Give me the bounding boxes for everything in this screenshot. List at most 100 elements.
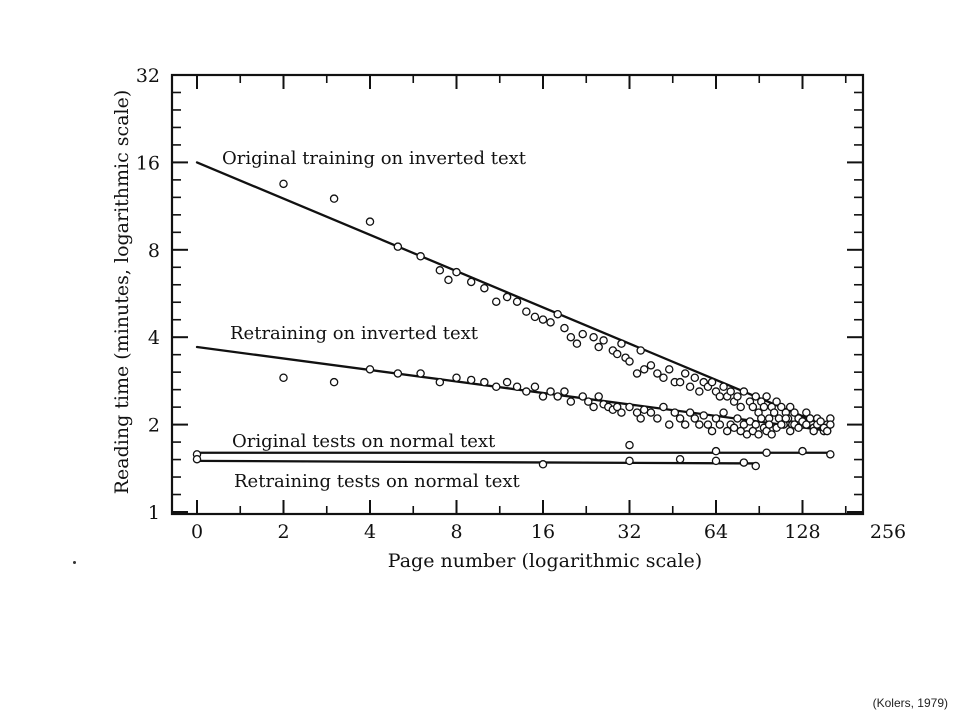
data-point xyxy=(739,387,749,396)
data-point xyxy=(816,417,825,426)
data-point xyxy=(365,217,375,226)
data-point xyxy=(802,408,811,417)
y-tick-label: 4 xyxy=(148,327,160,349)
data-point xyxy=(612,402,622,412)
data-point xyxy=(522,307,531,316)
data-point xyxy=(805,414,815,423)
data-point xyxy=(751,392,760,401)
data-point xyxy=(785,402,795,412)
data-point xyxy=(512,297,522,306)
data-point xyxy=(578,329,587,339)
data-point xyxy=(329,377,339,387)
data-point xyxy=(538,392,548,401)
data-point xyxy=(625,402,634,412)
data-point xyxy=(435,377,445,387)
fit-line xyxy=(195,459,757,465)
data-point xyxy=(617,339,626,348)
data-point xyxy=(736,426,745,436)
x-tick-labels: 0 2 4 8 16 32 64 128 256 xyxy=(191,521,906,543)
y-tick-label: 1 xyxy=(148,502,160,524)
series-label: Original tests on normal text xyxy=(232,431,496,452)
data-point xyxy=(530,382,540,392)
data-point xyxy=(444,275,453,285)
data-point xyxy=(802,420,811,429)
data-point xyxy=(625,456,634,466)
plot-frame xyxy=(170,73,865,516)
data-point xyxy=(794,423,803,433)
x-axis-title: Page number (logarithmic scale) xyxy=(388,550,702,572)
data-point xyxy=(822,426,832,436)
data-point xyxy=(584,397,593,406)
data-point xyxy=(733,392,742,401)
data-points xyxy=(192,179,835,471)
data-point xyxy=(798,446,807,456)
data-point xyxy=(639,365,649,374)
data-point xyxy=(566,332,576,342)
series-label: Retraining on inverted text xyxy=(230,323,479,344)
data-point xyxy=(560,323,569,333)
data-point xyxy=(279,179,288,189)
x-tick-label: 128 xyxy=(784,521,820,543)
data-point xyxy=(719,382,728,392)
data-point xyxy=(632,369,642,378)
data-point xyxy=(772,397,781,406)
data-point xyxy=(538,315,548,324)
data-point xyxy=(491,297,501,306)
data-point xyxy=(767,430,776,439)
x-tick-label: 0 xyxy=(191,521,203,543)
data-point xyxy=(553,309,562,319)
data-point xyxy=(711,446,721,456)
y-tick-label: 32 xyxy=(136,65,160,87)
data-point xyxy=(664,420,674,429)
data-point xyxy=(646,408,656,417)
data-point xyxy=(685,408,695,417)
data-point xyxy=(826,420,835,429)
data-point xyxy=(729,423,739,433)
data-point xyxy=(695,420,704,429)
data-point xyxy=(690,414,700,423)
y-axis-title: Reading time (minutes, logarithmic scale… xyxy=(111,90,133,495)
data-point xyxy=(739,458,749,467)
data-point xyxy=(790,408,799,417)
data-point xyxy=(685,382,695,392)
plot-border xyxy=(170,73,865,516)
data-point xyxy=(675,414,685,423)
data-point xyxy=(466,375,476,385)
data-point xyxy=(480,377,489,387)
data-point xyxy=(809,426,818,436)
data-point xyxy=(757,414,766,423)
data-point xyxy=(632,408,642,417)
data-point xyxy=(653,414,662,423)
data-point xyxy=(530,312,540,322)
data-point xyxy=(512,382,522,392)
data-point xyxy=(736,402,745,412)
data-point xyxy=(625,357,634,366)
data-point xyxy=(707,377,717,387)
data-point xyxy=(480,283,489,293)
data-point xyxy=(754,430,763,439)
y-tick-label: 16 xyxy=(136,152,160,174)
data-point xyxy=(572,339,582,348)
y-tick-label: 8 xyxy=(148,240,160,262)
data-point xyxy=(617,408,626,417)
x-tick-label: 16 xyxy=(531,521,555,543)
data-point xyxy=(502,292,512,302)
x-tick-label: 8 xyxy=(450,521,462,543)
data-point xyxy=(670,408,680,417)
data-point xyxy=(636,346,645,355)
data-point xyxy=(192,454,202,464)
data-point xyxy=(365,365,375,374)
data-point xyxy=(715,420,725,429)
data-point xyxy=(751,461,760,471)
data-point xyxy=(826,450,835,459)
data-point xyxy=(659,402,668,412)
x-tick-label: 256 xyxy=(870,521,906,543)
data-point xyxy=(452,373,461,382)
tick-marks xyxy=(172,74,863,514)
data-point xyxy=(726,387,735,396)
data-point xyxy=(777,402,786,412)
data-point xyxy=(522,387,531,396)
y-tick-label: 2 xyxy=(148,415,160,437)
data-point xyxy=(711,414,721,423)
